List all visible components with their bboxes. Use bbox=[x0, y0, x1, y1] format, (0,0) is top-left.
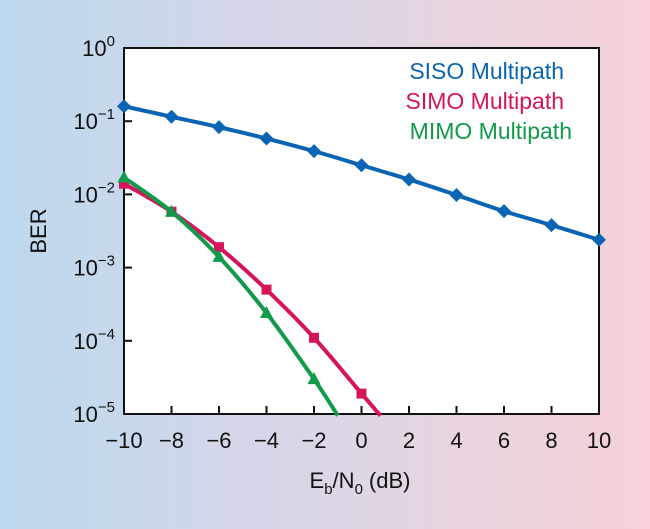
x-tick-label: −2 bbox=[301, 428, 326, 453]
y-tick-label: 10−1 bbox=[73, 106, 115, 134]
data-point-square bbox=[309, 332, 319, 343]
data-point-triangle bbox=[307, 372, 321, 385]
data-point-diamond bbox=[544, 218, 559, 233]
plot-frame bbox=[123, 47, 600, 415]
legend-simo: SIMO Multipath bbox=[406, 88, 565, 114]
x-tick-label: −10 bbox=[105, 428, 142, 453]
x-tick-label: 2 bbox=[403, 428, 415, 453]
data-point-diamond bbox=[164, 109, 179, 124]
y-tick-label: 10−3 bbox=[73, 253, 115, 281]
data-point-diamond bbox=[592, 232, 606, 247]
data-point-square bbox=[119, 178, 129, 189]
data-point-triangle bbox=[212, 249, 226, 262]
legend-mimo: MIMO Multipath bbox=[410, 118, 572, 144]
x-tick-label: −6 bbox=[206, 428, 231, 453]
y-tick-label: 10−2 bbox=[73, 179, 115, 207]
data-point-diamond bbox=[117, 99, 131, 114]
series-siso bbox=[117, 99, 606, 247]
data-point-diamond bbox=[259, 131, 274, 146]
x-axis-title: Eb/N0 (dB) bbox=[310, 468, 411, 498]
series-mimo bbox=[117, 170, 340, 417]
data-point-triangle bbox=[165, 204, 178, 217]
data-point-square bbox=[356, 388, 367, 399]
legend-siso: SISO Multipath bbox=[409, 58, 564, 84]
y-tick-label: 10−4 bbox=[73, 326, 115, 354]
x-tick-label: 8 bbox=[545, 428, 557, 453]
y-tick-label: 10−5 bbox=[73, 399, 115, 427]
data-point-square bbox=[214, 242, 224, 253]
x-tick-label: −8 bbox=[159, 428, 184, 453]
data-point-square bbox=[261, 284, 272, 295]
x-tick-label: 10 bbox=[587, 428, 611, 453]
series-layer bbox=[117, 99, 606, 417]
data-point-diamond bbox=[212, 120, 226, 135]
data-point-diamond bbox=[354, 158, 369, 173]
legend: SISO Multipath SIMO Multipath MIMO Multi… bbox=[406, 58, 573, 144]
x-tick-label: 6 bbox=[498, 428, 510, 453]
data-point-triangle bbox=[117, 170, 131, 183]
x-tick-label: 4 bbox=[450, 428, 462, 453]
data-point-diamond bbox=[307, 144, 321, 159]
axes-layer: −10 −8 −6 −4 −2 0 2 4 6 8 10 100 10−1 10−2 10−3 10−4 10−… bbox=[73, 33, 611, 453]
data-point-diamond bbox=[497, 204, 511, 219]
y-tick-label: 100 bbox=[82, 33, 115, 61]
data-point-diamond bbox=[402, 172, 416, 187]
data-point-triangle bbox=[260, 305, 273, 318]
y-axis-title: BER bbox=[26, 208, 51, 253]
x-tick-label: 0 bbox=[355, 428, 367, 453]
x-tick-label: −4 bbox=[254, 428, 279, 453]
data-point-diamond bbox=[449, 188, 464, 203]
